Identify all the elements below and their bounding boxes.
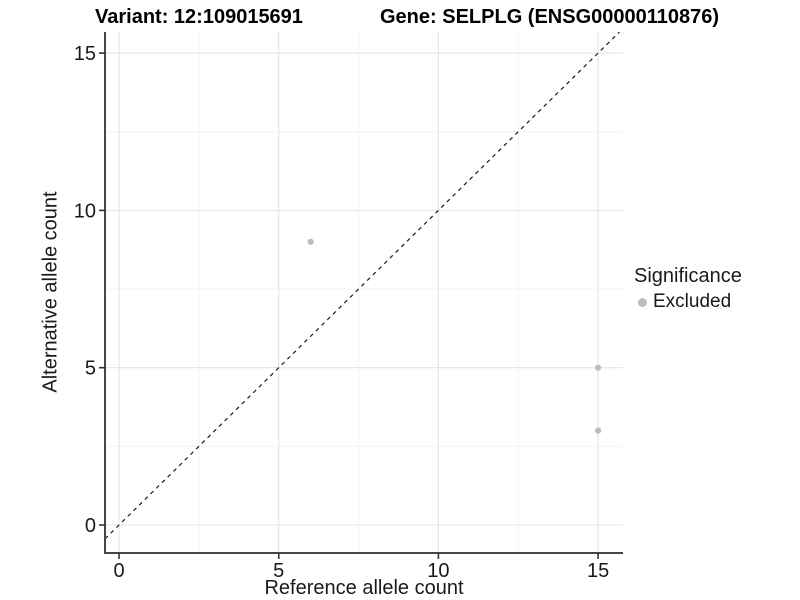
identity-line <box>104 31 620 540</box>
plot-title-variant: Variant: 12:109015691 <box>95 6 303 28</box>
legend-item-excluded: Excluded <box>634 291 742 313</box>
y-tick-label: 15 <box>74 43 96 65</box>
x-tick-label: 10 <box>427 560 449 582</box>
x-tick-label: 5 <box>273 560 284 582</box>
legend: Significance Excluded <box>634 265 742 313</box>
y-tick-label: 5 <box>85 358 96 380</box>
x-axis-title: Reference allele count <box>264 577 464 599</box>
legend-key-dot-icon <box>638 297 647 307</box>
data-point <box>594 364 602 371</box>
plot-title-gene: Gene: SELPLG (ENSG00000110876) <box>380 6 720 28</box>
x-tick-label: 0 <box>113 560 124 582</box>
data-point <box>307 238 314 245</box>
x-tick-label: 15 <box>587 560 609 582</box>
legend-title: Significance <box>634 265 742 287</box>
y-tick-label: 0 <box>85 515 96 537</box>
legend-item-label: Excluded <box>653 291 732 312</box>
y-axis-title: Alternative allele count <box>39 191 62 393</box>
y-tick-label: 10 <box>74 200 96 222</box>
data-point <box>594 427 602 434</box>
